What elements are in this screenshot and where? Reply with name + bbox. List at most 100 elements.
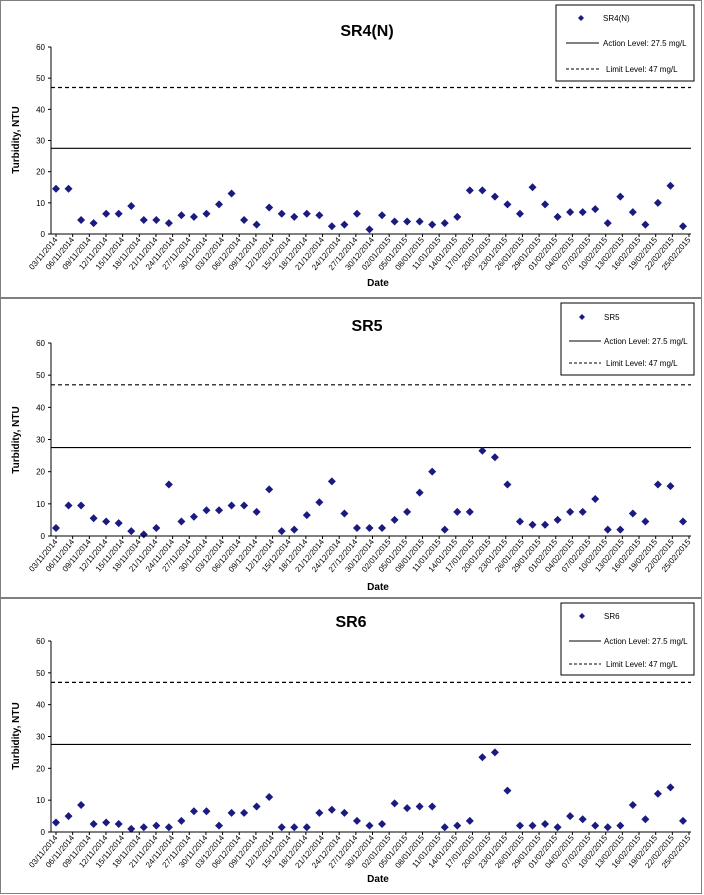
- data-point: [290, 212, 299, 221]
- chart-title: SR4(N): [340, 23, 393, 40]
- data-point: [415, 488, 424, 497]
- data-point: [365, 821, 374, 830]
- data-point: [378, 820, 387, 829]
- data-point: [265, 792, 274, 801]
- data-point: [252, 802, 261, 811]
- y-tick-label: 0: [41, 532, 46, 541]
- data-point: [378, 523, 387, 532]
- data-point: [189, 807, 198, 816]
- data-point: [603, 525, 612, 534]
- data-point: [315, 211, 324, 220]
- data-point: [415, 802, 424, 811]
- data-point: [478, 753, 487, 762]
- data-point: [428, 220, 437, 229]
- data-point: [215, 200, 224, 209]
- data-point: [666, 181, 675, 190]
- y-tick-label: 50: [36, 371, 45, 380]
- data-point: [390, 799, 399, 808]
- data-point: [265, 203, 274, 212]
- legend-entry-series: SR6: [604, 612, 620, 621]
- data-point: [252, 507, 261, 516]
- data-point: [52, 818, 60, 827]
- data-point: [465, 816, 474, 825]
- data-point: [227, 501, 236, 510]
- y-tick-label: 20: [36, 168, 45, 177]
- x-axis-label: Date: [367, 582, 389, 593]
- data-point: [152, 523, 161, 532]
- data-point: [240, 808, 249, 817]
- data-point: [164, 823, 173, 832]
- data-point: [302, 511, 311, 520]
- data-point: [553, 515, 562, 524]
- data-point: [591, 821, 600, 830]
- data-point: [378, 211, 387, 220]
- data-point: [64, 184, 73, 193]
- legend-entry-limit: Limit Level: 47 mg/L: [606, 65, 678, 74]
- y-axis-label: Turbidity, NTU: [11, 106, 22, 173]
- y-axis-label: Turbidity, NTU: [11, 702, 22, 769]
- data-point: [164, 219, 173, 228]
- data-point: [127, 824, 136, 833]
- data-point: [415, 217, 424, 226]
- data-point: [290, 823, 299, 832]
- chart-title: SR5: [351, 318, 382, 335]
- data-point: [503, 480, 512, 489]
- y-tick-label: 60: [36, 339, 45, 348]
- data-point: [164, 480, 173, 489]
- data-point: [139, 530, 148, 539]
- data-point: [628, 800, 637, 809]
- data-point: [252, 220, 261, 229]
- y-tick-label: 30: [36, 137, 45, 146]
- data-point: [679, 517, 687, 526]
- y-tick-label: 40: [36, 403, 45, 412]
- legend: SR4(N) Action Level: 27.5 mg/L Limit Lev…: [555, 4, 695, 82]
- y-tick-label: 0: [41, 828, 46, 837]
- legend-entry-action: Action Level: 27.5 mg/L: [604, 337, 688, 346]
- legend-entry-limit: Limit Level: 47 mg/L: [606, 359, 678, 368]
- data-point: [240, 501, 249, 510]
- data-point: [566, 507, 575, 516]
- data-point: [478, 186, 487, 195]
- y-tick-label: 0: [41, 230, 46, 239]
- data-point: [352, 209, 361, 218]
- chart-sr4n: SR4(N) Turbidity, NTU Date 0 10 20 30 40 50 60…: [11, 4, 695, 289]
- data-point: [127, 201, 136, 210]
- legend-marker-diamond: [579, 314, 585, 320]
- data-point: [616, 821, 625, 830]
- data-point: [102, 517, 111, 526]
- data-point: [102, 818, 111, 827]
- y-tick-label: 60: [36, 43, 45, 52]
- data-point: [52, 184, 60, 193]
- data-point: [114, 820, 123, 829]
- data-point: [490, 453, 499, 462]
- data-point: [202, 807, 211, 816]
- data-point: [340, 220, 349, 229]
- data-point: [515, 517, 524, 526]
- data-point: [139, 823, 148, 832]
- data-point: [553, 212, 562, 221]
- data-point: [77, 800, 86, 809]
- data-point: [653, 789, 662, 798]
- data-point: [528, 821, 537, 830]
- data-point: [277, 209, 286, 218]
- data-point: [503, 786, 512, 795]
- chart-title: SR6: [335, 614, 366, 631]
- data-point: [315, 498, 324, 507]
- data-point: [566, 208, 575, 217]
- chart-panel-sr6: SR6 Turbidity, NTU Date 0 10 20 30 40 50 60 03…: [0, 598, 702, 894]
- y-tick-label: 20: [36, 764, 45, 773]
- data-point: [177, 816, 186, 825]
- data-point: [666, 482, 675, 491]
- data-point: [177, 211, 186, 220]
- data-point: [515, 821, 524, 830]
- data-point: [352, 816, 361, 825]
- data-point: [528, 520, 537, 529]
- data-point: [202, 209, 211, 218]
- data-point: [616, 525, 625, 534]
- legend-entry-action: Action Level: 27.5 mg/L: [604, 637, 688, 646]
- data-point: [89, 514, 98, 523]
- data-point: [152, 821, 161, 830]
- data-point: [89, 820, 98, 829]
- data-point: [327, 805, 336, 814]
